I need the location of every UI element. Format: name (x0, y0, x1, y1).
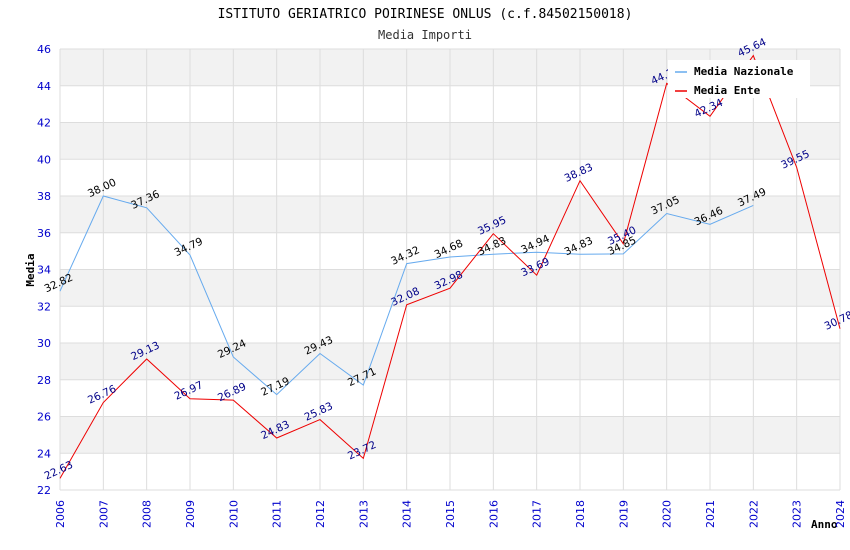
x-tick-label: 2021 (704, 500, 717, 528)
x-tick-label: 2019 (617, 500, 630, 528)
y-tick-label: 22 (37, 484, 51, 497)
x-tick-label: 2007 (97, 500, 110, 528)
series-lines (59, 54, 841, 479)
legend-box (668, 60, 810, 98)
y-tick-label: 28 (37, 374, 51, 387)
x-axis-label: Anno (811, 518, 838, 531)
chart-subtitle: Media Importi (378, 28, 472, 42)
chart-title: ISTITUTO GERIATRICO POIRINESE ONLUS (c.f… (218, 7, 633, 22)
y-axis-label: Media (24, 253, 37, 286)
y-tick-label: 44 (37, 80, 51, 93)
x-tick-label: 2017 (531, 500, 544, 528)
gridlines (59, 48, 841, 491)
x-tick-label: 2014 (401, 500, 414, 528)
x-tick-label: 2012 (314, 500, 327, 528)
x-tick-label: 2023 (791, 500, 804, 528)
series-line-media-ente (59, 54, 841, 479)
y-tick-label: 30 (37, 337, 51, 350)
x-tick-label: 2010 (227, 500, 240, 528)
x-tick-label: 2016 (487, 500, 500, 528)
y-tick-label: 42 (37, 117, 51, 130)
legend-label-media-nazionale: Media Nazionale (694, 65, 794, 78)
x-tick-label: 2015 (444, 500, 457, 528)
y-tick-label: 32 (37, 300, 51, 313)
legend-label-media-ente: Media Ente (694, 84, 761, 97)
x-tick-label: 2013 (357, 500, 370, 528)
x-tick-label: 2011 (271, 500, 284, 528)
series-line-media-nazionale (59, 195, 754, 396)
x-tick-label: 2008 (141, 500, 154, 528)
y-tick-label: 34 (37, 264, 51, 277)
x-tick-label: 2009 (184, 500, 197, 528)
legend: Media Nazionale Media Ente (668, 60, 810, 98)
x-tick-label: 2018 (574, 500, 587, 528)
y-tick-label: 38 (37, 190, 51, 203)
y-tick-label: 24 (37, 447, 51, 460)
x-tick-labels: 2006 2007 2008 2009 2010 2011 2012 2013 2014 2015… (54, 500, 847, 528)
y-tick-label: 36 (37, 227, 51, 240)
y-tick-labels: 22 24 26 28 30 32 34 36 38 40 42 44 46 (37, 43, 51, 497)
y-tick-label: 46 (37, 43, 51, 56)
y-tick-label: 40 (37, 153, 51, 166)
y-tick-label: 26 (37, 411, 51, 424)
x-tick-label: 2006 (54, 500, 67, 528)
x-tick-label: 2020 (661, 500, 674, 528)
x-tick-label: 2024 (834, 500, 847, 528)
x-tick-label: 2022 (747, 500, 760, 528)
